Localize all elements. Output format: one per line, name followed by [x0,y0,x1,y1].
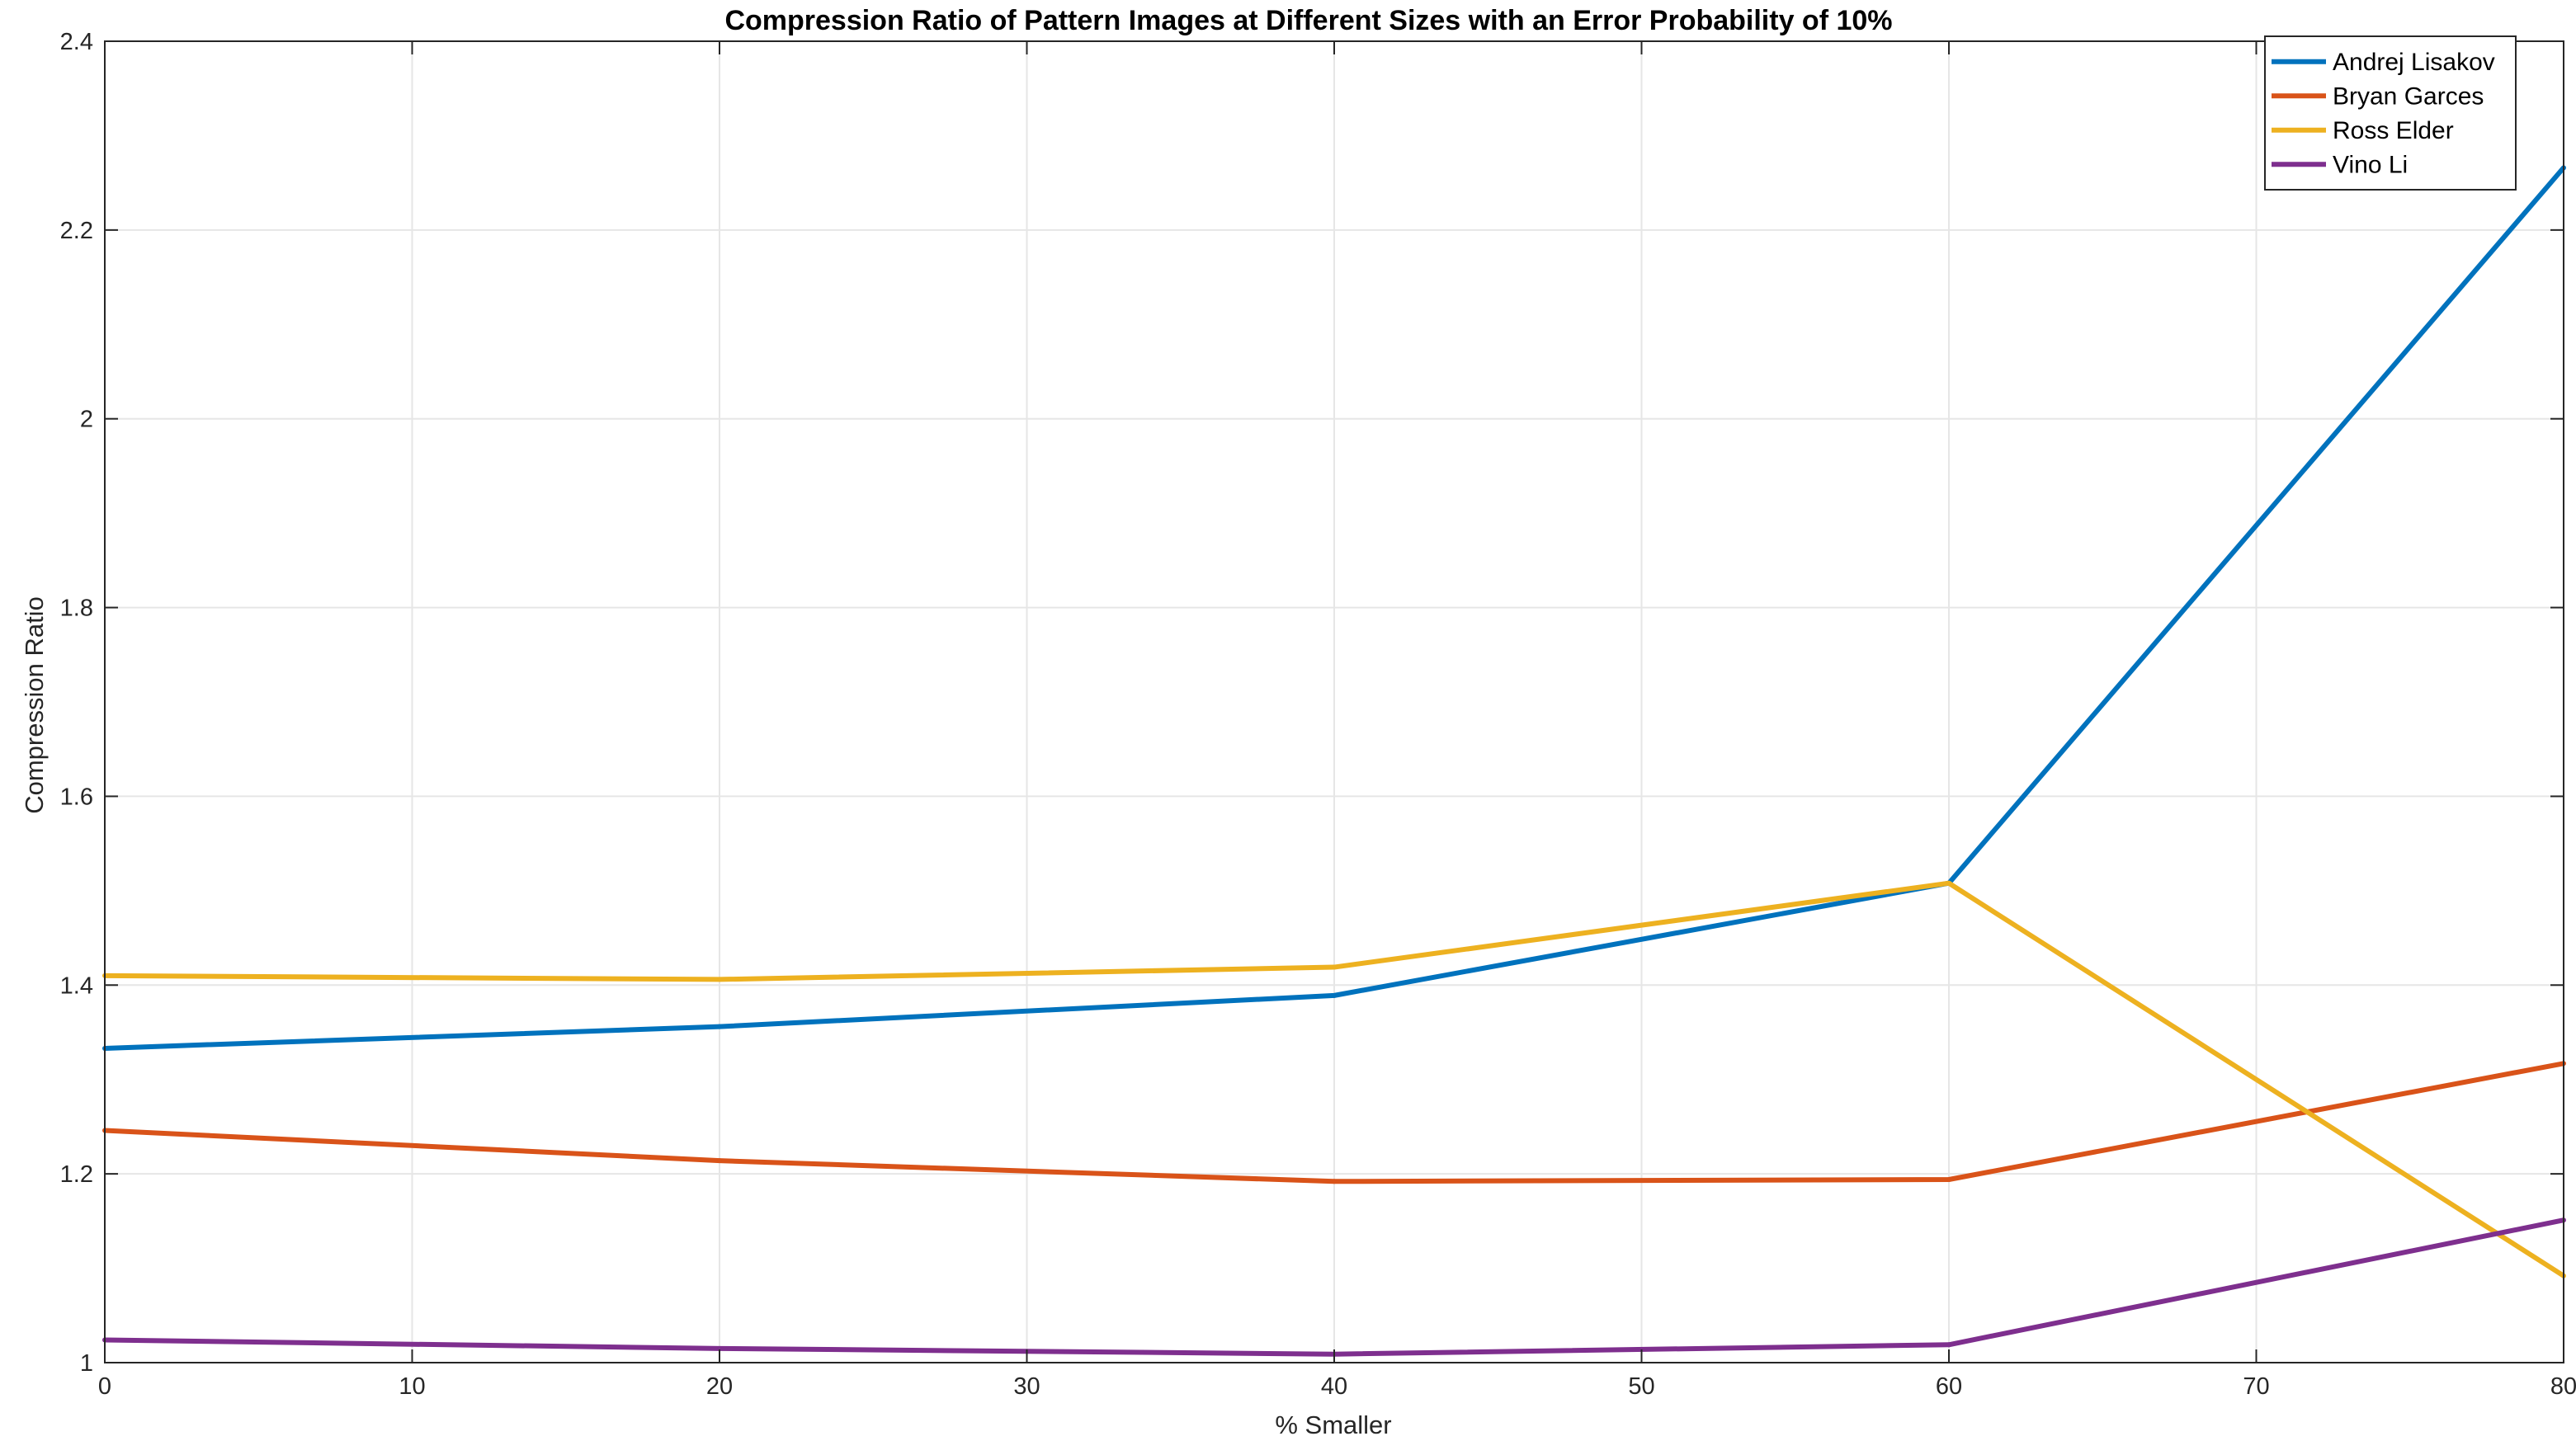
legend-label: Ross Elder [2333,117,2454,144]
x-tick-label: 0 [98,1373,111,1400]
x-tick-label: 80 [2550,1373,2576,1400]
x-tick-label: 50 [1628,1373,1654,1400]
data-point [1946,1342,1951,1348]
data-point [1332,992,1337,998]
x-tick-label: 20 [706,1373,733,1400]
axis-ticks [104,40,2564,1363]
legend: Andrej Lisakov Bryan Garces Ross Elder Vino… [2264,35,2517,191]
x-axis-label: % Smaller [1275,1410,1391,1439]
data-point [1332,964,1337,970]
data-point [717,977,722,982]
y-axis-label: Compression Ratio [20,596,49,814]
y-tick-label: 1.2 [60,1161,93,1188]
data-point [1946,880,1951,886]
data-point [717,1158,722,1164]
legend-entry: Ross Elder [2272,117,2454,144]
data-point [717,1024,722,1029]
y-tick-label: 1.6 [60,784,93,810]
legend-label: Bryan Garces [2333,82,2484,110]
legend-entry: Bryan Garces [2272,82,2484,110]
legend-label: Andrej Lisakov [2333,49,2495,76]
data-point [717,1345,722,1351]
x-tick-label: 10 [399,1373,425,1400]
data-point [1332,1179,1337,1184]
legend-entry: Andrej Lisakov [2272,49,2495,76]
y-tick-labels: 1 1.2 1.4 1.6 1.8 2 2.2 2.4 [60,29,93,1377]
x-tick-label: 40 [1321,1373,1347,1400]
y-tick-label: 1 [80,1350,93,1377]
legend-entries: Andrej Lisakov Bryan Garces Ross Elder Vino… [2272,49,2495,178]
y-tick-label: 1.8 [60,596,93,622]
chart-title: Compression Ratio of Pattern Images at D… [724,5,1892,36]
x-tick-labels: 0 10 20 30 40 50 60 70 80 [98,1373,2576,1400]
x-tick-label: 70 [2243,1373,2269,1400]
legend-label: Vino Li [2333,151,2408,178]
series-lines [102,165,2566,1357]
y-tick-label: 2 [80,407,93,433]
x-tick-label: 30 [1013,1373,1040,1400]
y-tick-label: 2.2 [60,218,93,244]
data-point [1946,1177,1951,1183]
x-tick-label: 60 [1936,1373,1962,1400]
legend-entry: Vino Li [2272,151,2408,178]
y-tick-label: 2.4 [60,29,93,55]
y-tick-label: 1.4 [60,972,93,999]
plot-area: 0 10 20 30 40 50 60 70 80 1 1.2 1.4 1.6 1.8 2 2.2 2.4 [60,29,2576,1400]
